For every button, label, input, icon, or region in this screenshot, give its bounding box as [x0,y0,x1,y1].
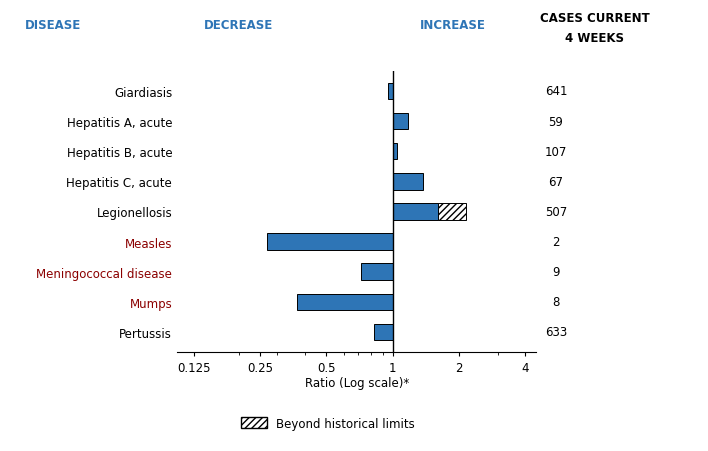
Text: 4 WEEKS: 4 WEEKS [566,32,624,45]
Text: INCREASE: INCREASE [420,18,486,32]
Bar [268,234,392,250]
Text: 507: 507 [545,206,567,218]
Text: 2: 2 [552,235,560,249]
Text: 107: 107 [545,145,567,158]
Bar [361,264,392,281]
Bar [388,83,392,100]
Text: 9: 9 [552,266,560,279]
Bar [392,114,409,130]
Bar [438,204,466,220]
Bar [392,143,397,160]
Legend: Beyond historical limits: Beyond historical limits [241,417,415,430]
Text: DECREASE: DECREASE [204,18,273,32]
Bar [392,204,438,220]
Text: 67: 67 [549,175,564,189]
Bar [297,294,392,310]
Text: DISEASE: DISEASE [25,18,81,32]
X-axis label: Ratio (Log scale)*: Ratio (Log scale)* [304,377,409,390]
Text: 59: 59 [549,115,564,128]
Text: CASES CURRENT: CASES CURRENT [540,12,650,25]
Bar [392,174,423,190]
Text: 633: 633 [545,326,567,339]
Text: 8: 8 [552,296,560,308]
Bar [374,324,392,341]
Text: 641: 641 [544,85,567,98]
